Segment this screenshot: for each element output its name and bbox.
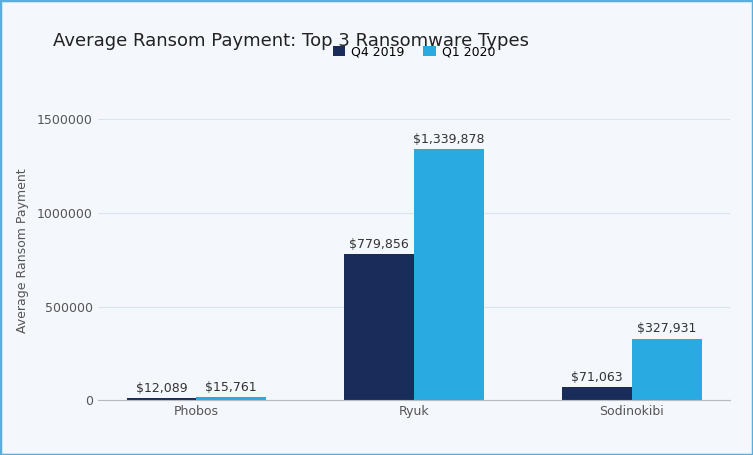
Legend: Q4 2019, Q1 2020: Q4 2019, Q1 2020	[328, 40, 501, 63]
Bar	[414, 149, 484, 400]
Text: $15,761: $15,761	[206, 381, 257, 394]
Bar	[562, 387, 632, 400]
Text: $71,063: $71,063	[572, 371, 623, 384]
Text: $327,931: $327,931	[637, 323, 697, 335]
Text: $12,089: $12,089	[136, 382, 187, 395]
Bar	[632, 339, 702, 400]
Text: $779,856: $779,856	[349, 238, 409, 251]
Y-axis label: Average Ransom Payment: Average Ransom Payment	[16, 168, 29, 333]
Bar	[344, 254, 414, 400]
Text: Average Ransom Payment: Top 3 Ransomware Types: Average Ransom Payment: Top 3 Ransomware…	[53, 32, 529, 50]
Bar	[197, 397, 266, 400]
Bar	[127, 398, 197, 400]
Text: $1,339,878: $1,339,878	[413, 132, 485, 146]
